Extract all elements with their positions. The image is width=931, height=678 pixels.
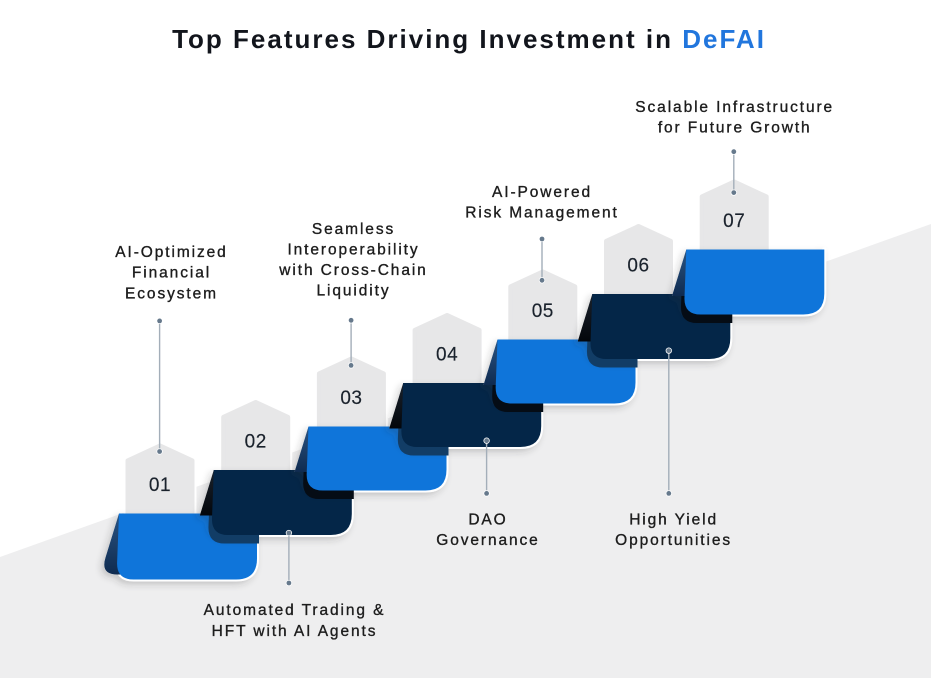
svg-text:03: 03: [340, 388, 362, 409]
svg-text:04: 04: [436, 345, 458, 366]
svg-text:Top Features Driving Investmen: Top Features Driving Investment in DeFAI: [172, 24, 766, 54]
svg-text:02: 02: [245, 432, 267, 453]
svg-text:01: 01: [149, 475, 171, 496]
svg-text:06: 06: [627, 256, 649, 277]
svg-text:Automated Trading &HFT with AI: Automated Trading & HFT with AI Agents: [204, 602, 386, 640]
svg-text:07: 07: [723, 211, 745, 232]
svg-text:05: 05: [532, 301, 554, 322]
